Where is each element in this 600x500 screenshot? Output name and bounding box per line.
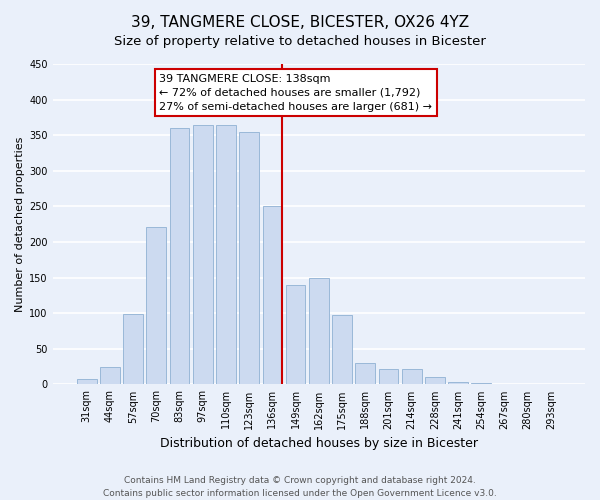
Bar — [77, 378, 97, 384]
Bar — [239, 132, 259, 384]
Bar — [286, 284, 305, 384]
Text: 39 TANGMERE CLOSE: 138sqm
← 72% of detached houses are smaller (1,792)
27% of se: 39 TANGMERE CLOSE: 138sqm ← 72% of detac… — [159, 74, 432, 112]
X-axis label: Distribution of detached houses by size in Bicester: Distribution of detached houses by size … — [160, 437, 478, 450]
Bar — [170, 128, 190, 384]
Bar — [100, 366, 120, 384]
Y-axis label: Number of detached properties: Number of detached properties — [15, 136, 25, 312]
Bar — [379, 369, 398, 384]
Bar — [448, 382, 468, 384]
Bar — [425, 378, 445, 384]
Bar — [332, 316, 352, 384]
Bar — [193, 124, 212, 384]
Text: Size of property relative to detached houses in Bicester: Size of property relative to detached ho… — [114, 35, 486, 48]
Bar — [309, 278, 329, 384]
Text: Contains HM Land Registry data © Crown copyright and database right 2024.
Contai: Contains HM Land Registry data © Crown c… — [103, 476, 497, 498]
Bar — [402, 369, 422, 384]
Bar — [355, 363, 375, 384]
Bar — [123, 314, 143, 384]
Bar — [263, 206, 282, 384]
Bar — [472, 383, 491, 384]
Text: 39, TANGMERE CLOSE, BICESTER, OX26 4YZ: 39, TANGMERE CLOSE, BICESTER, OX26 4YZ — [131, 15, 469, 30]
Bar — [216, 124, 236, 384]
Bar — [146, 227, 166, 384]
